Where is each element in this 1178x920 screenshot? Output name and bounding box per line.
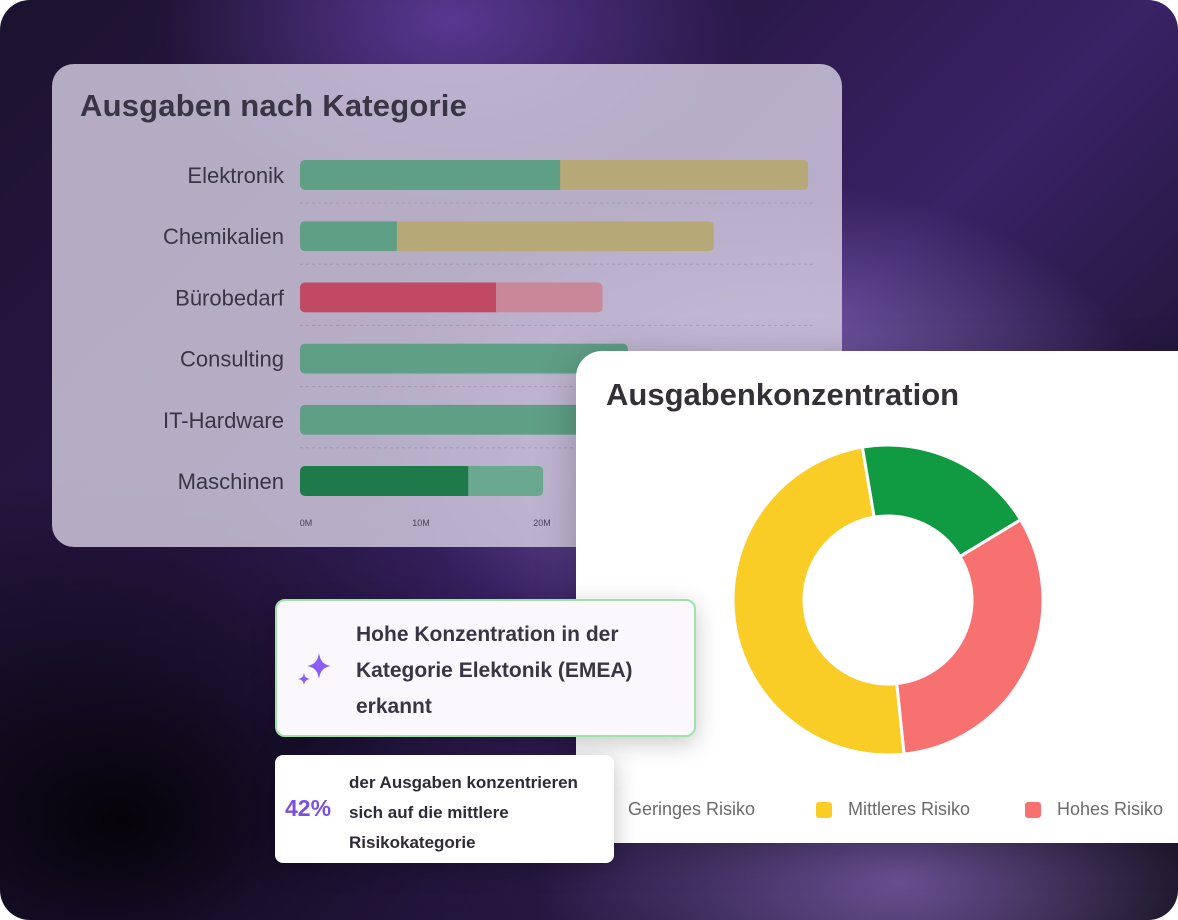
insight-text: Hohe Konzentration in der Kategorie Elek… xyxy=(356,623,633,718)
spend-by-category-card: Ausgaben nach Kategorie Elektronik Chemik… xyxy=(52,64,842,547)
legend-label-high-risk: Hohes Risiko xyxy=(1057,799,1164,819)
sparkle-icon xyxy=(298,653,331,685)
stat-description: der Ausgaben konzentrieren sich auf die … xyxy=(349,773,578,852)
category-label-bürobedarf: Bürobedarf xyxy=(175,285,285,310)
bar-bürobedarf-segment-1 xyxy=(300,282,498,313)
bar-it-hardware-segment-1 xyxy=(300,404,628,435)
category-label-chemikalien: Chemikalien xyxy=(163,224,284,249)
bar-maschinen-segment-2 xyxy=(468,466,544,496)
x-tick-label: 0M xyxy=(300,518,313,528)
legend-swatch-high-risk xyxy=(1025,801,1041,818)
x-tick-label: 10M xyxy=(412,518,430,528)
bar-elektronik-segment-1 xyxy=(300,160,562,190)
legend-item-medium-risk: Mittleres Risiko xyxy=(816,799,970,820)
insight-callout: Hohe Konzentration in der Kategorie Elek… xyxy=(275,599,696,737)
bar-chart: Elektronik Chemikalien Bürobedarf Consultin… xyxy=(163,160,814,528)
bar-chart-title: Ausgaben nach Kategorie xyxy=(80,88,468,123)
legend-item-low-risk: Geringes Risiko xyxy=(596,799,755,820)
legend-label-low-risk: Geringes Risiko xyxy=(628,799,756,819)
donut-chart xyxy=(731,443,1045,757)
category-label-maschinen: Maschinen xyxy=(178,469,284,494)
bar-chemikalien-segment-1 xyxy=(300,221,398,252)
category-label-it-hardware: IT-Hardware xyxy=(163,408,284,433)
legend-item-high-risk: Hohes Risiko xyxy=(1025,799,1163,820)
donut-chart-title: Ausgabenkonzentration xyxy=(606,377,960,412)
donut-slice-hohes-risiko xyxy=(895,517,1045,756)
category-label-consulting: Consulting xyxy=(180,347,284,372)
spend-concentration-card: Ausgabenkonzentration Geringes Risiko Mi… xyxy=(576,351,1178,843)
category-label-elektronik: Elektronik xyxy=(187,163,285,188)
bar-maschinen-segment-1 xyxy=(300,466,470,496)
donut-slice-mittleres-risiko xyxy=(731,445,906,757)
bar-consulting-segment-1 xyxy=(300,343,628,374)
legend-label-medium-risk: Mittleres Risiko xyxy=(848,799,971,819)
stat-value: 42% xyxy=(285,795,332,821)
legend-swatch-medium-risk xyxy=(816,801,832,818)
stat-card: 42% der Ausgaben konzentrieren sich auf … xyxy=(275,755,614,863)
bar-elektronik-segment-2 xyxy=(560,160,809,190)
bar-bürobedarf-segment-2 xyxy=(496,282,603,313)
x-tick-label: 20M xyxy=(533,518,551,528)
bar-chemikalien-segment-2 xyxy=(396,221,714,252)
